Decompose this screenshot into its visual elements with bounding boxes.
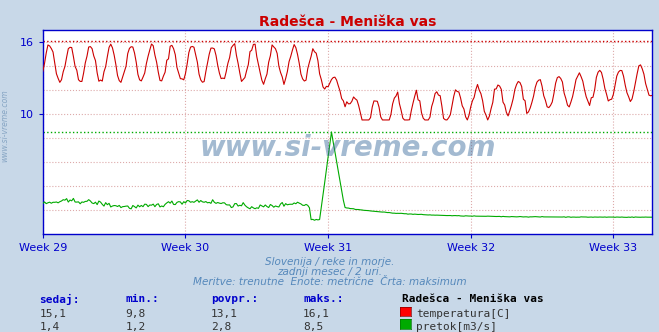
Text: 9,8: 9,8 (125, 309, 146, 319)
Text: 1,2: 1,2 (125, 322, 146, 332)
Text: www.si-vreme.com: www.si-vreme.com (1, 90, 10, 162)
Text: povpr.:: povpr.: (211, 294, 258, 304)
Text: Radešca - Meniška vas: Radešca - Meniška vas (402, 294, 544, 304)
Text: Meritve: trenutne  Enote: metrične  Črta: maksimum: Meritve: trenutne Enote: metrične Črta: … (192, 277, 467, 287)
Text: zadnji mesec / 2 uri.: zadnji mesec / 2 uri. (277, 267, 382, 277)
Text: temperatura[C]: temperatura[C] (416, 309, 511, 319)
Text: 8,5: 8,5 (303, 322, 324, 332)
Text: pretok[m3/s]: pretok[m3/s] (416, 322, 498, 332)
Text: 16,1: 16,1 (303, 309, 330, 319)
Text: min.:: min.: (125, 294, 159, 304)
Text: maks.:: maks.: (303, 294, 343, 304)
Text: 2,8: 2,8 (211, 322, 231, 332)
Title: Radešca - Meniška vas: Radešca - Meniška vas (259, 15, 436, 29)
Text: www.si-vreme.com: www.si-vreme.com (200, 134, 496, 162)
Text: Slovenija / reke in morje.: Slovenija / reke in morje. (265, 257, 394, 267)
Text: sedaj:: sedaj: (40, 294, 80, 305)
Text: 1,4: 1,4 (40, 322, 60, 332)
Text: 15,1: 15,1 (40, 309, 67, 319)
Text: 13,1: 13,1 (211, 309, 238, 319)
